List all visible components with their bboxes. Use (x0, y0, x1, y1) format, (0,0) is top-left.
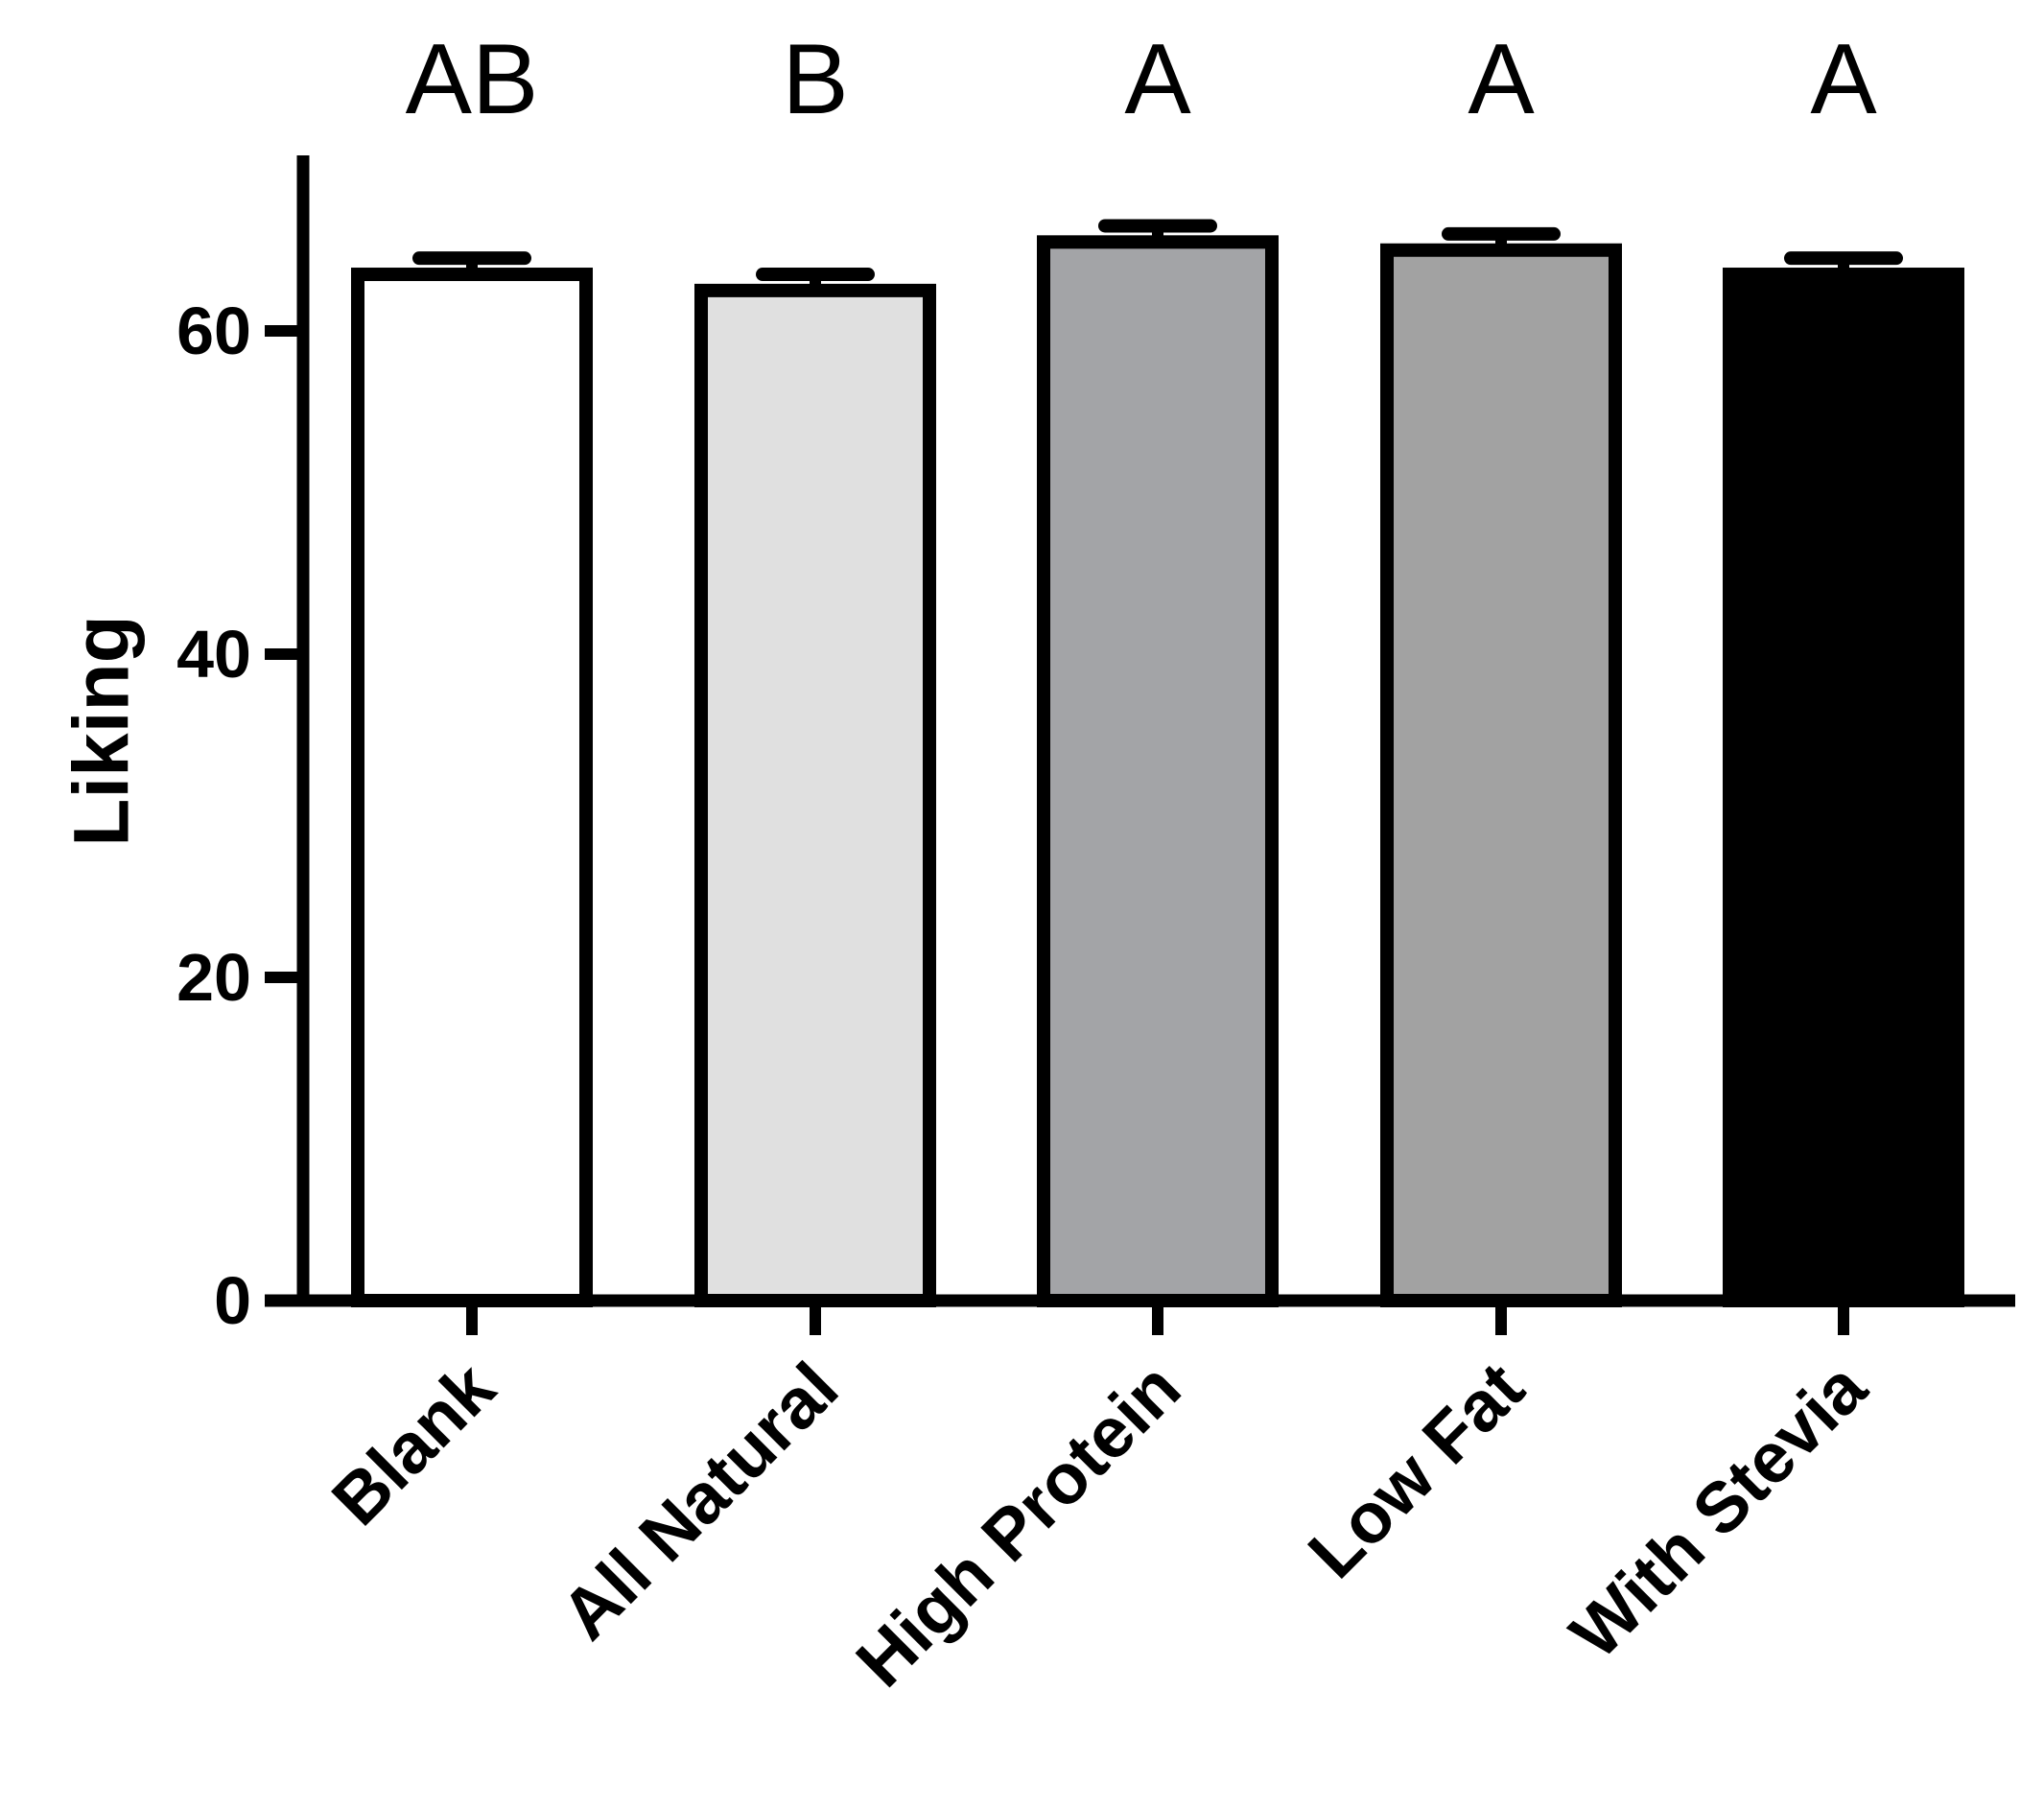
significance-group-label: A (1468, 24, 1535, 135)
y-axis-label: Liking (59, 615, 146, 846)
bar (1037, 235, 1279, 1308)
y-tick-label: 60 (176, 294, 251, 368)
x-tick-label: Low Fat (1293, 1348, 1539, 1593)
x-tick-label: High Protein (841, 1348, 1196, 1702)
axes-layer (265, 155, 2015, 1307)
bar (351, 268, 593, 1307)
significance-group-label: AB (406, 24, 539, 135)
x-tick-label: Blank (317, 1347, 510, 1540)
bar (1380, 243, 1622, 1307)
x-tick-label: All Natural (546, 1348, 853, 1655)
significance-group-label: B (782, 24, 848, 135)
bar (1723, 268, 1964, 1307)
significance-group-label: A (1124, 24, 1191, 135)
y-tick-label: 20 (176, 940, 251, 1015)
significance-group-label: A (1810, 24, 1877, 135)
group-labels-layer: AB B A A A (406, 24, 1878, 135)
x-tick-label: With Stevia (1555, 1347, 1882, 1674)
y-ticks-layer: 0 20 40 60 (176, 294, 303, 1338)
y-tick-label: 40 (176, 617, 251, 692)
y-tick-label: 0 (214, 1263, 251, 1338)
bar (694, 283, 936, 1307)
error-bars-layer (412, 219, 1903, 291)
bars-layer (351, 235, 1964, 1308)
